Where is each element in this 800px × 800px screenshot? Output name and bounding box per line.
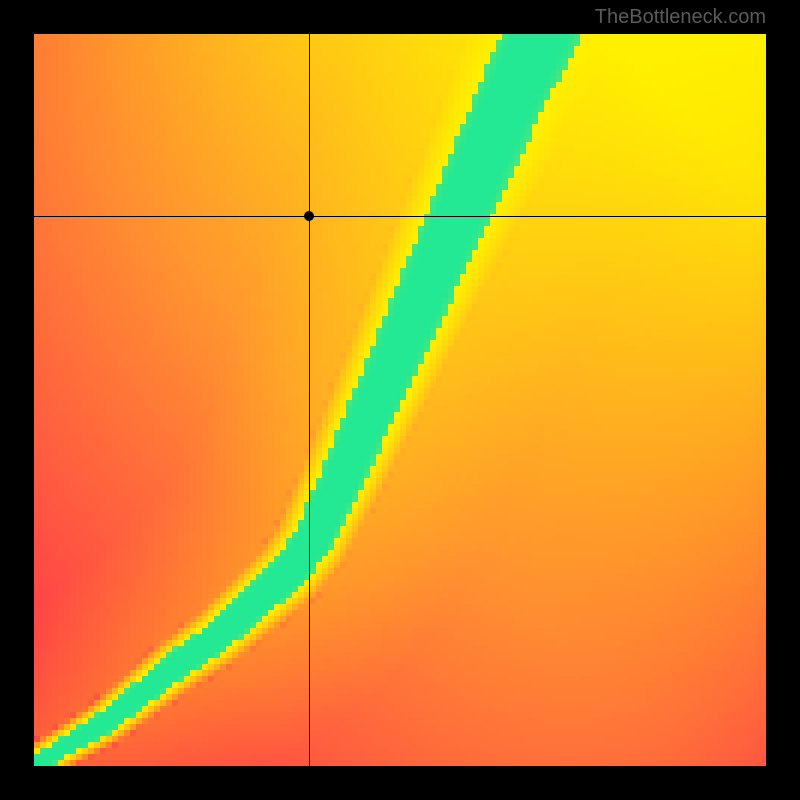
crosshair-vertical (309, 34, 310, 766)
crosshair-horizontal (34, 216, 766, 217)
watermark-text: TheBottleneck.com (595, 6, 766, 29)
heatmap-plot (34, 34, 766, 766)
heatmap-canvas (34, 34, 766, 766)
crosshair-dot (304, 211, 314, 221)
